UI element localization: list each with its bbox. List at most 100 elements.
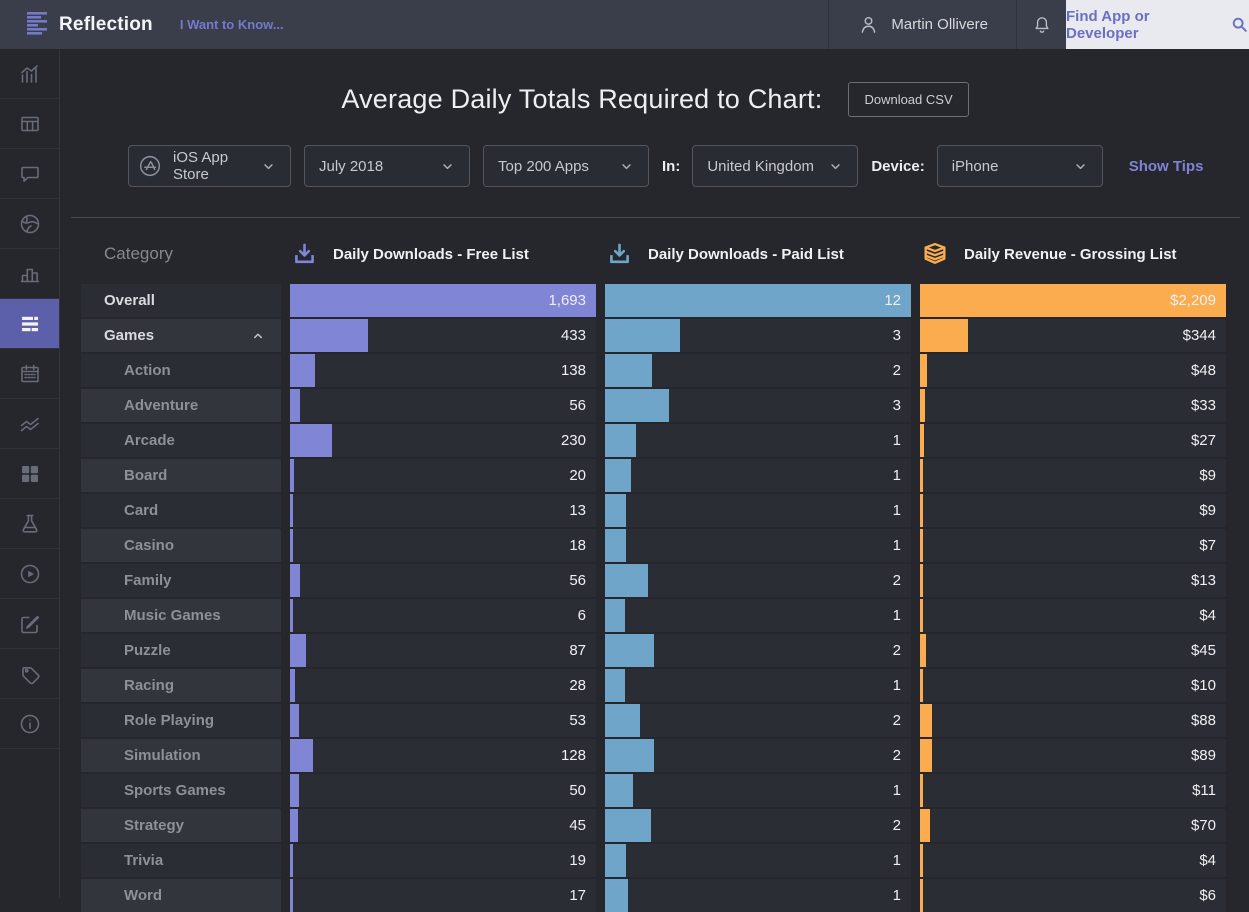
list-size-select[interactable]: Top 200 Apps bbox=[483, 145, 649, 187]
chevron-down-icon bbox=[1073, 159, 1088, 174]
bar-value: 19 bbox=[569, 852, 586, 869]
paid-bar bbox=[605, 389, 670, 422]
bar-cell-paid: 1 bbox=[605, 774, 911, 807]
bar-value: 50 bbox=[569, 782, 586, 799]
app-title: Reflection bbox=[59, 13, 153, 35]
bar-value: 2 bbox=[892, 572, 901, 589]
sidebar-item-calendar[interactable] bbox=[0, 349, 59, 399]
bar-value: 128 bbox=[560, 747, 586, 764]
bar-cell-paid: 2 bbox=[605, 634, 911, 667]
chevron-down-icon bbox=[261, 159, 276, 174]
bar-cell-gross: $45 bbox=[920, 634, 1226, 667]
top-bar: Reflection I Want to Know... Martin Olli… bbox=[0, 0, 1249, 49]
bar-cell-paid: 12 bbox=[605, 284, 911, 317]
i-want-to-know-menu[interactable]: I Want to Know... bbox=[179, 17, 284, 32]
table-row: Overall 1,693 12 $2,209 bbox=[81, 284, 1249, 317]
free-bar bbox=[290, 634, 306, 667]
section-divider bbox=[71, 217, 1240, 218]
bar-cell-paid: 2 bbox=[605, 354, 911, 387]
brand[interactable]: Reflection bbox=[0, 0, 153, 49]
chevron-down-icon bbox=[828, 159, 843, 174]
category-cell: Casino bbox=[81, 529, 281, 562]
store-select[interactable]: iOS App Store bbox=[128, 145, 291, 187]
calendar-icon bbox=[18, 362, 42, 386]
find-app-search[interactable]: Find App or Developer bbox=[1066, 0, 1249, 49]
free-bar bbox=[290, 354, 316, 387]
notifications-button[interactable] bbox=[1017, 0, 1066, 49]
paid-bar bbox=[605, 774, 633, 807]
paid-bar bbox=[605, 459, 631, 492]
bar-value: 1 bbox=[892, 852, 901, 869]
device-select[interactable]: iPhone bbox=[936, 145, 1103, 187]
category-cell: Puzzle bbox=[81, 634, 281, 667]
sidebar-item-info[interactable] bbox=[0, 699, 59, 749]
sidebar-item-compose[interactable] bbox=[0, 599, 59, 649]
bar-cell-free: 13 bbox=[290, 494, 596, 527]
chevron-up-icon[interactable] bbox=[251, 329, 265, 343]
table-row: Strategy 45 2 $70 bbox=[81, 809, 1249, 842]
paid-list-column-header: Daily Downloads - Paid List bbox=[605, 241, 911, 268]
bar-cell-paid: 1 bbox=[605, 599, 911, 632]
bar-cell-paid: 1 bbox=[605, 844, 911, 877]
category-cell[interactable]: Games bbox=[81, 319, 281, 352]
grossing-list-column-header: Daily Revenue - Grossing List bbox=[920, 240, 1226, 268]
bar-value: 1 bbox=[892, 782, 901, 799]
bar-cell-free: 45 bbox=[290, 809, 596, 842]
in-label: In: bbox=[662, 157, 681, 175]
country-select[interactable]: United Kingdom bbox=[692, 145, 859, 187]
info-icon bbox=[18, 712, 42, 736]
grossing-list-column-title: Daily Revenue - Grossing List bbox=[964, 245, 1177, 263]
user-menu[interactable]: Martin Ollivere bbox=[829, 0, 1016, 49]
category-cell: Sports Games bbox=[81, 774, 281, 807]
sidebar-item-table[interactable] bbox=[0, 99, 59, 149]
search-icon bbox=[1230, 15, 1249, 34]
sidebar-item-horizontal-bars[interactable] bbox=[0, 299, 59, 349]
bar-cell-free: 87 bbox=[290, 634, 596, 667]
bar-value: $4 bbox=[1199, 607, 1216, 624]
download-csv-button[interactable]: Download CSV bbox=[848, 81, 969, 117]
bar-value: $2,209 bbox=[1170, 292, 1216, 309]
bar-cell-free: 56 bbox=[290, 389, 596, 422]
sidebar-item-column-chart[interactable] bbox=[0, 249, 59, 299]
bar-cell-gross: $344 bbox=[920, 319, 1226, 352]
free-bar bbox=[290, 844, 294, 877]
bar-cell-gross: $2,209 bbox=[920, 284, 1226, 317]
bar-cell-gross: $48 bbox=[920, 354, 1226, 387]
sidebar-item-comment[interactable] bbox=[0, 149, 59, 199]
comment-icon bbox=[18, 162, 42, 186]
bar-value: 1 bbox=[892, 607, 901, 624]
free-list-column-header: Daily Downloads - Free List bbox=[290, 241, 596, 268]
table-row: Racing 28 1 $10 bbox=[81, 669, 1249, 702]
sidebar-item-grid[interactable] bbox=[0, 449, 59, 499]
category-cell: Simulation bbox=[81, 739, 281, 772]
device-value: iPhone bbox=[951, 157, 999, 175]
paid-bar bbox=[605, 564, 648, 597]
sidebar-item-tag[interactable] bbox=[0, 649, 59, 699]
bar-value: 2 bbox=[892, 362, 901, 379]
bar-value: $48 bbox=[1190, 362, 1216, 379]
table-row: Simulation 128 2 $89 bbox=[81, 739, 1249, 772]
paid-bar bbox=[605, 739, 654, 772]
month-select[interactable]: July 2018 bbox=[304, 145, 470, 187]
sidebar-item-line-chart[interactable] bbox=[0, 399, 59, 449]
bell-icon bbox=[1031, 14, 1053, 36]
sidebar-item-flask[interactable] bbox=[0, 499, 59, 549]
table-row: Board 20 1 $9 bbox=[81, 459, 1249, 492]
compose-icon bbox=[18, 612, 42, 636]
bar-value: 13 bbox=[569, 502, 586, 519]
reflection-logo-icon bbox=[27, 11, 48, 38]
table-row: Card 13 1 $9 bbox=[81, 494, 1249, 527]
table-row: Sports Games 50 1 $11 bbox=[81, 774, 1249, 807]
gross-bar bbox=[920, 284, 1226, 317]
sidebar-item-globe[interactable] bbox=[0, 199, 59, 249]
bar-cell-gross: $7 bbox=[920, 529, 1226, 562]
table-row: Trivia 19 1 $4 bbox=[81, 844, 1249, 877]
bar-chart-trend-icon bbox=[18, 62, 42, 86]
country-value: United Kingdom bbox=[707, 157, 815, 175]
topbar-divider bbox=[1016, 0, 1017, 49]
table-row: Role Playing 53 2 $88 bbox=[81, 704, 1249, 737]
bar-value: $11 bbox=[1192, 782, 1216, 799]
show-tips-link[interactable]: Show Tips bbox=[1128, 157, 1204, 175]
sidebar-item-bar-chart-trend[interactable] bbox=[0, 49, 59, 99]
sidebar-item-play-circle[interactable] bbox=[0, 549, 59, 599]
